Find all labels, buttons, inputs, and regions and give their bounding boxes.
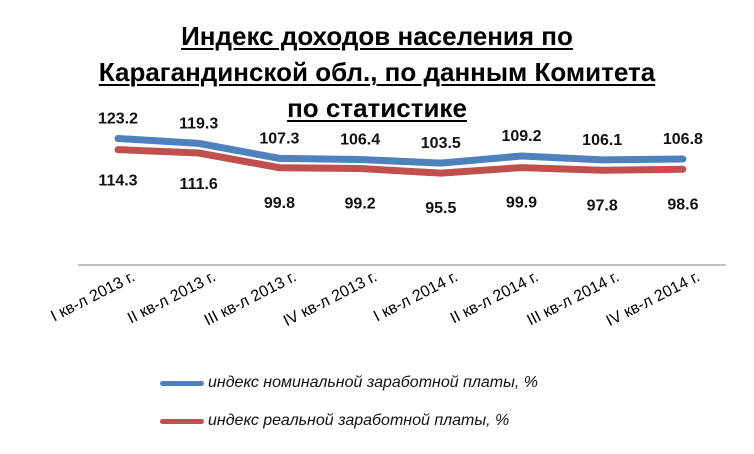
data-label-s0-2: 107.3 — [259, 130, 299, 147]
series-line-1 — [114, 146, 687, 177]
data-label-s1-0: 114.3 — [98, 173, 137, 190]
series-layer — [114, 135, 687, 177]
data-label-s1-7: 98.6 — [667, 196, 698, 213]
data-labels: 123.2 119.3 107.3 106.4 103.5 109.2 106.1 106.8… — [98, 111, 703, 218]
series-line-0 — [114, 135, 687, 167]
legend-label-real: индекс реальной заработной платы, % — [208, 412, 510, 429]
data-label-s0-3: 106.4 — [340, 132, 380, 149]
chart-title-line-2: Карагандинской обл., по данным Комитета — [98, 57, 656, 87]
data-label-s0-7: 106.8 — [663, 131, 703, 148]
data-label-s0-5: 109.2 — [501, 128, 541, 145]
legend-swatch-nominal — [160, 380, 204, 386]
x-tick-label-0: I кв-л 2013 г. — [48, 268, 138, 325]
data-label-s1-1: 111.6 — [180, 176, 218, 193]
legend-swatch-real — [160, 418, 204, 424]
legend-label-nominal: индекс номинальной заработной платы, % — [208, 374, 539, 391]
data-label-s1-3: 99.2 — [345, 196, 376, 213]
legend-item-real: индекс реальной заработной платы, % — [160, 412, 509, 430]
chart-title-line-1: Индекс доходов населения по — [181, 21, 573, 51]
chart-title: Индекс доходов населения по Карагандинск… — [0, 18, 754, 126]
x-tick-label-4: I кв-л 2014 г. — [371, 268, 461, 325]
x-axis-ticks: I кв-л 2013 г.II кв-л 2013 г.III кв-л 20… — [48, 268, 702, 330]
chart-title-line-3: по статистике — [287, 93, 467, 123]
data-label-s0-0: 123.2 — [98, 111, 138, 128]
data-label-s0-1: 119.3 — [179, 115, 218, 132]
data-label-s1-6: 97.8 — [587, 197, 618, 214]
legend-item-nominal: индекс номинальной заработной платы, % — [160, 374, 538, 392]
data-label-s1-4: 95.5 — [425, 200, 456, 217]
data-label-s0-4: 103.5 — [421, 135, 461, 152]
data-label-s1-5: 99.9 — [506, 195, 537, 212]
data-label-s0-6: 106.1 — [582, 132, 622, 149]
data-label-s1-2: 99.8 — [264, 195, 295, 212]
